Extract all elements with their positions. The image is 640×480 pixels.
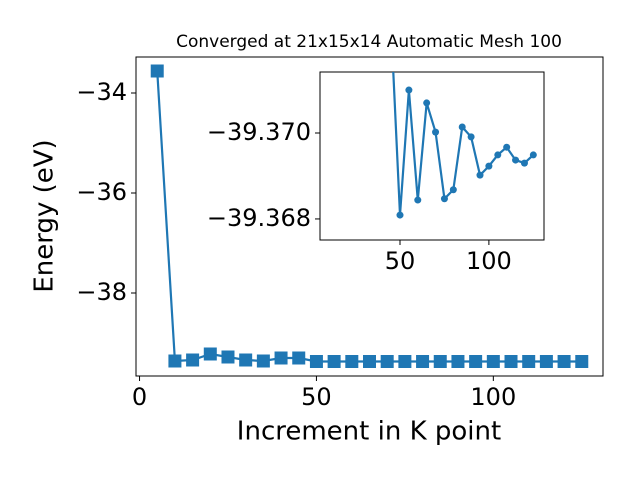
marker bbox=[292, 351, 306, 365]
x-tick-label: 100 bbox=[466, 247, 512, 275]
marker bbox=[221, 350, 235, 364]
marker bbox=[203, 347, 217, 361]
marker bbox=[423, 99, 431, 107]
marker bbox=[522, 355, 536, 368]
marker bbox=[345, 355, 359, 368]
y-tick-label: −34 bbox=[76, 78, 127, 106]
marker bbox=[405, 86, 413, 94]
marker bbox=[150, 64, 164, 78]
marker bbox=[440, 195, 448, 203]
marker bbox=[520, 159, 528, 167]
marker bbox=[388, 22, 395, 29]
plot-content bbox=[388, 22, 537, 219]
marker bbox=[327, 355, 341, 368]
marker bbox=[476, 171, 484, 179]
x-tick-label: 0 bbox=[132, 383, 147, 411]
marker bbox=[503, 143, 511, 151]
x-tick-label: 100 bbox=[470, 383, 516, 411]
marker bbox=[512, 156, 520, 164]
marker bbox=[274, 351, 288, 365]
marker bbox=[363, 355, 376, 368]
x-tick-label: 50 bbox=[301, 383, 332, 411]
marker bbox=[432, 128, 440, 136]
marker bbox=[449, 186, 457, 194]
y-tick-label: −36 bbox=[76, 178, 127, 206]
marker bbox=[256, 354, 270, 368]
marker bbox=[309, 355, 323, 368]
marker bbox=[539, 355, 553, 368]
marker bbox=[486, 355, 500, 368]
marker bbox=[467, 133, 475, 141]
plot-area bbox=[319, 71, 545, 241]
marker bbox=[416, 355, 430, 368]
y-tick-label: −38 bbox=[76, 278, 127, 306]
marker bbox=[414, 196, 422, 204]
marker bbox=[433, 355, 447, 368]
marker bbox=[469, 355, 483, 368]
y-axis-label: Energy (eV) bbox=[30, 139, 60, 292]
x-axis-label: Increment in K point bbox=[237, 417, 501, 447]
marker bbox=[186, 353, 200, 367]
marker bbox=[458, 123, 466, 131]
x-tick-label: 50 bbox=[385, 247, 416, 275]
marker bbox=[168, 354, 182, 368]
marker bbox=[575, 355, 589, 368]
y-tick-label: −39.368 bbox=[207, 204, 311, 232]
chart-title: Converged at 21x15x14 Automatic Mesh 100 bbox=[176, 32, 562, 52]
marker bbox=[380, 355, 394, 368]
marker bbox=[451, 355, 465, 368]
marker bbox=[239, 353, 253, 367]
marker bbox=[529, 151, 537, 159]
marker bbox=[494, 151, 502, 159]
y-tick-label: −39.370 bbox=[207, 118, 311, 146]
marker bbox=[557, 355, 571, 368]
marker bbox=[485, 162, 493, 170]
plot-content bbox=[150, 64, 589, 368]
marker bbox=[398, 355, 412, 368]
marker bbox=[504, 355, 518, 368]
marker bbox=[396, 211, 404, 219]
